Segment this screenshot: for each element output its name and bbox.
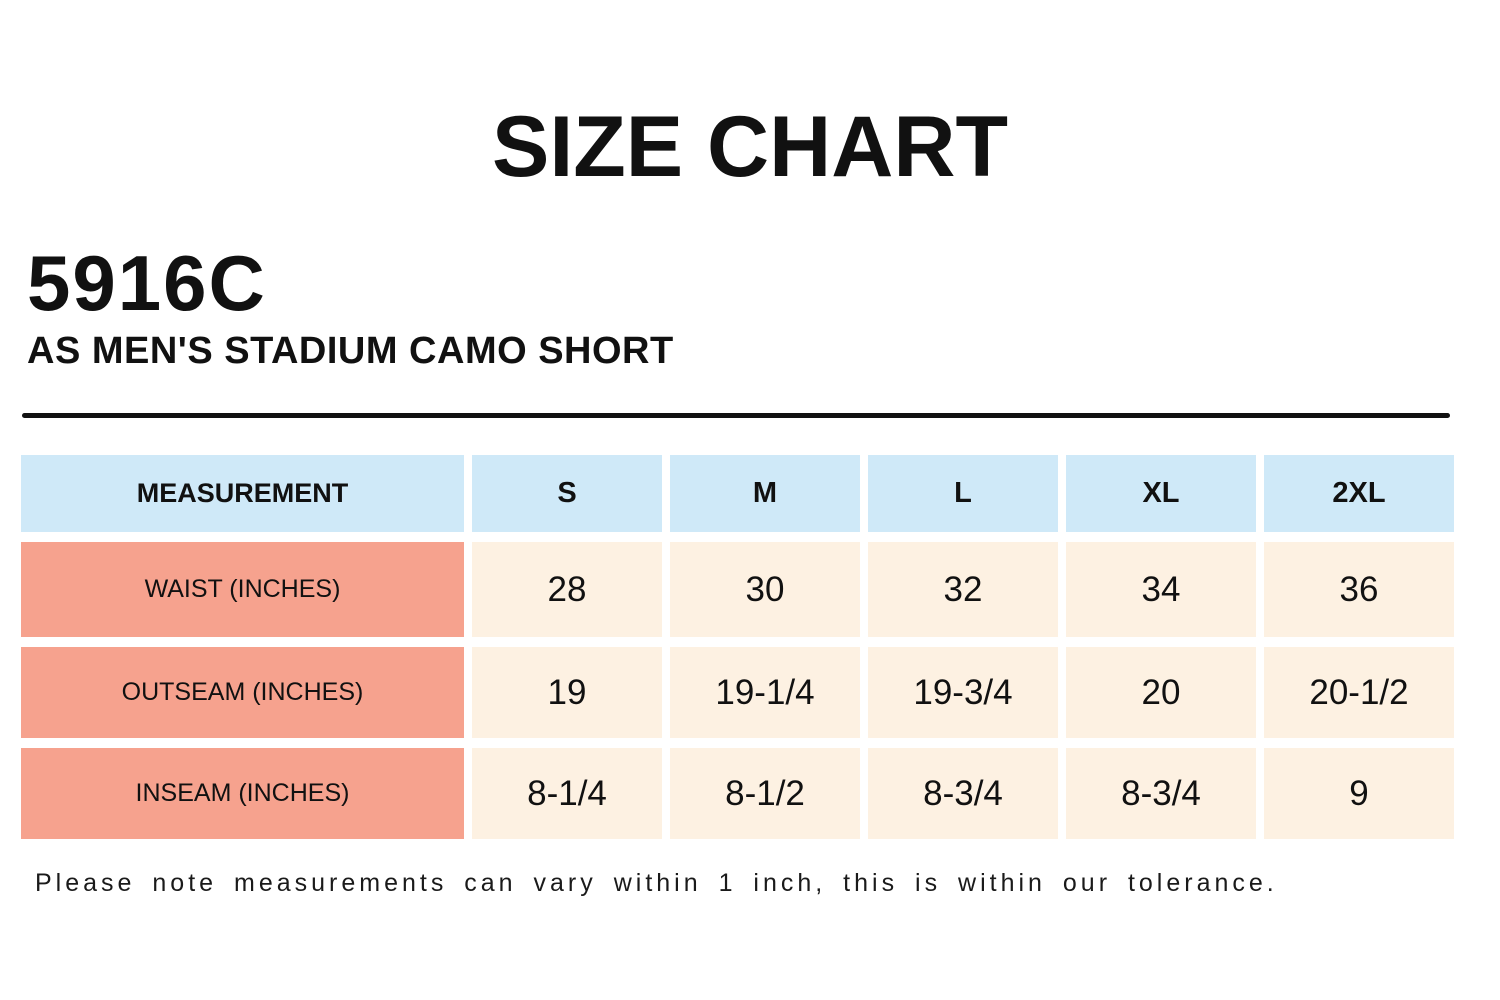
cell-inseam-s: 8-1/4 [472, 748, 662, 839]
cell-inseam-xl: 8-3/4 [1066, 748, 1256, 839]
header-size-s: S [472, 455, 662, 532]
cell-outseam-2xl: 20-1/2 [1264, 647, 1454, 738]
cell-outseam-l: 19-3/4 [868, 647, 1058, 738]
cell-waist-s: 28 [472, 542, 662, 637]
product-code: 5916C [27, 239, 267, 327]
row-label-waist: WAIST (INCHES) [21, 542, 464, 637]
cell-outseam-m: 19-1/4 [670, 647, 860, 738]
cell-waist-xl: 34 [1066, 542, 1256, 637]
tolerance-footnote: Please note measurements can vary within… [35, 869, 1278, 897]
divider-line [22, 413, 1450, 418]
cell-waist-2xl: 36 [1264, 542, 1454, 637]
header-size-l: L [868, 455, 1058, 532]
header-size-m: M [670, 455, 860, 532]
cell-outseam-s: 19 [472, 647, 662, 738]
cell-inseam-2xl: 9 [1264, 748, 1454, 839]
cell-outseam-xl: 20 [1066, 647, 1256, 738]
row-label-inseam: INSEAM (INCHES) [21, 748, 464, 839]
size-table: MEASUREMENT S M L XL 2XL WAIST (INCHES) … [21, 455, 1454, 839]
header-size-2xl: 2XL [1264, 455, 1454, 532]
cell-waist-m: 30 [670, 542, 860, 637]
header-size-xl: XL [1066, 455, 1256, 532]
cell-inseam-m: 8-1/2 [670, 748, 860, 839]
row-label-outseam: OUTSEAM (INCHES) [21, 647, 464, 738]
header-measurement: MEASUREMENT [21, 455, 464, 532]
page-title: SIZE CHART [492, 99, 1008, 195]
cell-waist-l: 32 [868, 542, 1058, 637]
cell-inseam-l: 8-3/4 [868, 748, 1058, 839]
product-name: AS MEN'S STADIUM CAMO SHORT [27, 330, 674, 372]
